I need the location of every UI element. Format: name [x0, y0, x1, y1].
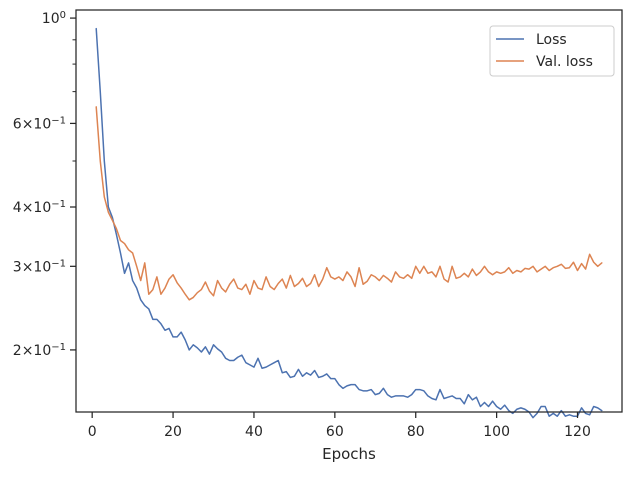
- y-tick-label: 3×10−1: [13, 258, 66, 276]
- x-axis: 0 20 40 60 80 100 120: [88, 412, 591, 440]
- x-tick-label: 80: [407, 424, 425, 440]
- x-tick-label: 60: [326, 424, 344, 440]
- x-tick-label: 0: [88, 424, 97, 440]
- series-line-0: [95, 27, 603, 419]
- y-tick-label: 100: [42, 10, 66, 28]
- legend-label-0: Loss: [536, 32, 567, 48]
- series-line-1: [95, 106, 603, 301]
- x-axis-title: Epochs: [322, 445, 376, 463]
- y-axis: 100 6×10−1 4×10−1 3×10−1 2×10−1: [13, 10, 76, 359]
- legend-label-1: Val. loss: [536, 54, 593, 70]
- y-tick-label: 2×10−1: [13, 341, 66, 359]
- y-tick-label: 4×10−1: [13, 199, 66, 217]
- legend: Loss Val. loss: [489, 25, 615, 77]
- y-tick-label: 6×10−1: [13, 115, 66, 133]
- x-tick-label: 20: [164, 424, 182, 440]
- plot-frame: [75, 9, 623, 413]
- x-tick-label: 120: [564, 424, 591, 440]
- series-layer: [95, 27, 603, 419]
- x-tick-label: 40: [245, 424, 263, 440]
- x-tick-label: 100: [483, 424, 510, 440]
